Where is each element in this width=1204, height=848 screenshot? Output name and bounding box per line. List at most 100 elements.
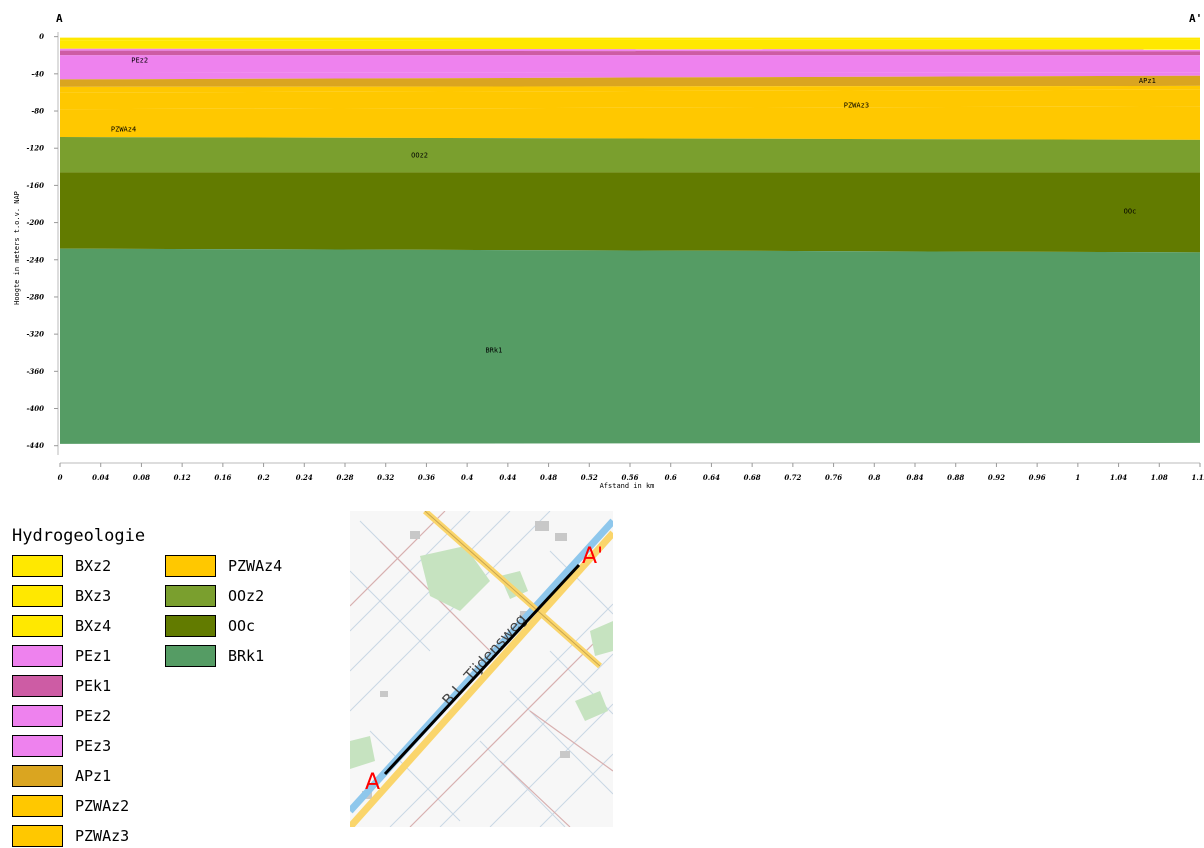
layer-annotation: PZWAz3 [844,101,869,109]
x-tick-label: 0.2 [257,473,269,482]
legend-label: BXz4 [75,617,112,635]
layer-annotation: PEz2 [131,57,148,65]
x-axis-label: Afstand in km [600,482,655,490]
legend-swatch [165,615,216,637]
legend-label: OOc [228,617,256,635]
legend-item-pzwaz3: PZWAz3 [12,824,129,848]
y-tick-label: -320 [26,330,44,339]
layer-pzwaz4 [60,106,1200,140]
x-tick-label: 0 [58,473,63,482]
x-tick-label: 0.68 [744,473,761,482]
legend-item-ooz2: OOz2 [165,584,264,608]
layer-pzwaz2 [60,85,1200,93]
legend-item-bxz4: BXz4 [12,614,111,638]
section-start-label: A [56,12,63,25]
layer-bxz2 [60,37,1200,41]
legend-label: PEz3 [75,737,112,755]
section-line [383,563,581,776]
x-tick-label: 1.08 [1151,473,1168,482]
x-tick-label: 0.92 [988,473,1005,482]
legend: Hydrogeologie BXz2 BXz3 BXz4 PEz1 PEk1 PEz2 PE… [12,526,342,847]
legend-item-pzwaz4: PZWAz4 [165,554,282,578]
legend-item-bxz2: BXz2 [12,554,111,578]
legend-item-bxz3: BXz3 [12,584,111,608]
green-areas [350,546,613,769]
legend-swatch [165,645,216,667]
y-tick-label: -360 [26,367,44,376]
x-tick-label: 0.96 [1029,473,1046,482]
x-tick-label: 0.28 [336,473,353,482]
x-tick-label: 0.56 [621,473,638,482]
layer-apz1 [60,75,1200,87]
legend-item-ooc: OOc [165,614,255,638]
y-tick-label: -280 [26,292,44,301]
x-tick-label: 0.16 [214,473,231,482]
y-axis-label: Hoogte in meters t.o.v. NAP [13,191,21,305]
x-tick-label: 0.4 [461,473,473,482]
legend-swatch [12,765,63,787]
layer-ooz2 [60,137,1200,173]
x-tick-label: 0.32 [377,473,394,482]
legend-label: PEz2 [75,707,112,725]
x-tick-label: 0.72 [784,473,801,482]
legend-swatch [165,585,216,607]
y-axis: 0 -40 -80 -120 -160 -200 -240 -280 -320 -360 -400 -… [26,32,59,455]
layer-annotation: BRk1 [485,347,502,355]
legend-swatch [12,735,63,757]
layer-pez3 [60,71,1200,80]
map-point-a: A [365,770,380,795]
y-tick-label: 0 [39,32,44,41]
legend-swatch [12,675,63,697]
legend-label: BRk1 [228,647,265,665]
legend-label: PZWAz4 [228,557,283,575]
x-tick-label: 0.8 [868,473,880,482]
main-road [350,530,613,827]
x-tick-label: 1.04 [1110,473,1127,482]
legend-item-pek1: PEk1 [12,674,111,698]
x-tick-label: 1 [1075,473,1080,482]
legend-swatch [12,585,63,607]
y-tick-label: -80 [31,107,44,116]
layer-annotation: PZWAz4 [111,125,136,133]
x-tick-label: 0.52 [581,473,598,482]
x-tick-label: 0.44 [499,473,516,482]
x-tick-label: 0.04 [92,473,109,482]
legend-swatch [165,555,216,577]
x-tick-label: 0.12 [174,473,191,482]
layer-bxz3 [60,39,1200,46]
layer-annotations: PEz2 APz1 PZWAz3 PZWAz4 OOz2 OOc BRk1 [111,57,1156,355]
map-point-b: A' [582,544,603,569]
legend-label: OOz2 [228,587,265,605]
legend-label: BXz3 [75,587,112,605]
legend-label: PEz1 [75,647,112,665]
section-end-label: A' [1189,12,1202,25]
layer-annotation: OOc [1124,207,1137,215]
layer-pez1 [60,48,1200,52]
x-tick-label: 0.36 [418,473,435,482]
legend-item-pez3: PEz3 [12,734,111,758]
legend-swatch [12,705,63,727]
y-tick-label: -240 [26,255,44,264]
x-tick-label: 0.08 [133,473,150,482]
y-tick-label: -400 [26,404,44,413]
legend-title: Hydrogeologie [12,526,146,546]
y-tick-label: -160 [26,181,44,190]
legend-swatch [12,795,63,817]
legend-label: BXz2 [75,557,112,575]
y-tick-label: -440 [26,441,44,450]
legend-label: APz1 [75,767,112,785]
x-tick-label: 0.6 [665,473,677,482]
legend-item-brk1: BRk1 [165,644,264,668]
layer-brk1 [60,248,1200,444]
cross-section-chart: A A' PEz2 APz1 PZWAz3 PZWAz4 OOz2 OOc BRk1 0 -4… [13,12,1204,490]
x-axis: 0 0.04 0.08 0.12 0.16 0.2 0.24 0.28 0.32 0.36 0.4 0… [58,462,1204,482]
legend-swatch [12,645,63,667]
y-tick-label: -120 [26,144,44,153]
legend-item-pez2: PEz2 [12,704,111,728]
legend-swatch [12,615,63,637]
layer-pzwaz3 [60,89,1200,110]
x-tick-label: 0.88 [947,473,964,482]
legend-swatch [12,825,63,847]
legend-item-pzwaz2: PZWAz2 [12,794,129,818]
legend-label: PZWAz3 [75,827,130,845]
